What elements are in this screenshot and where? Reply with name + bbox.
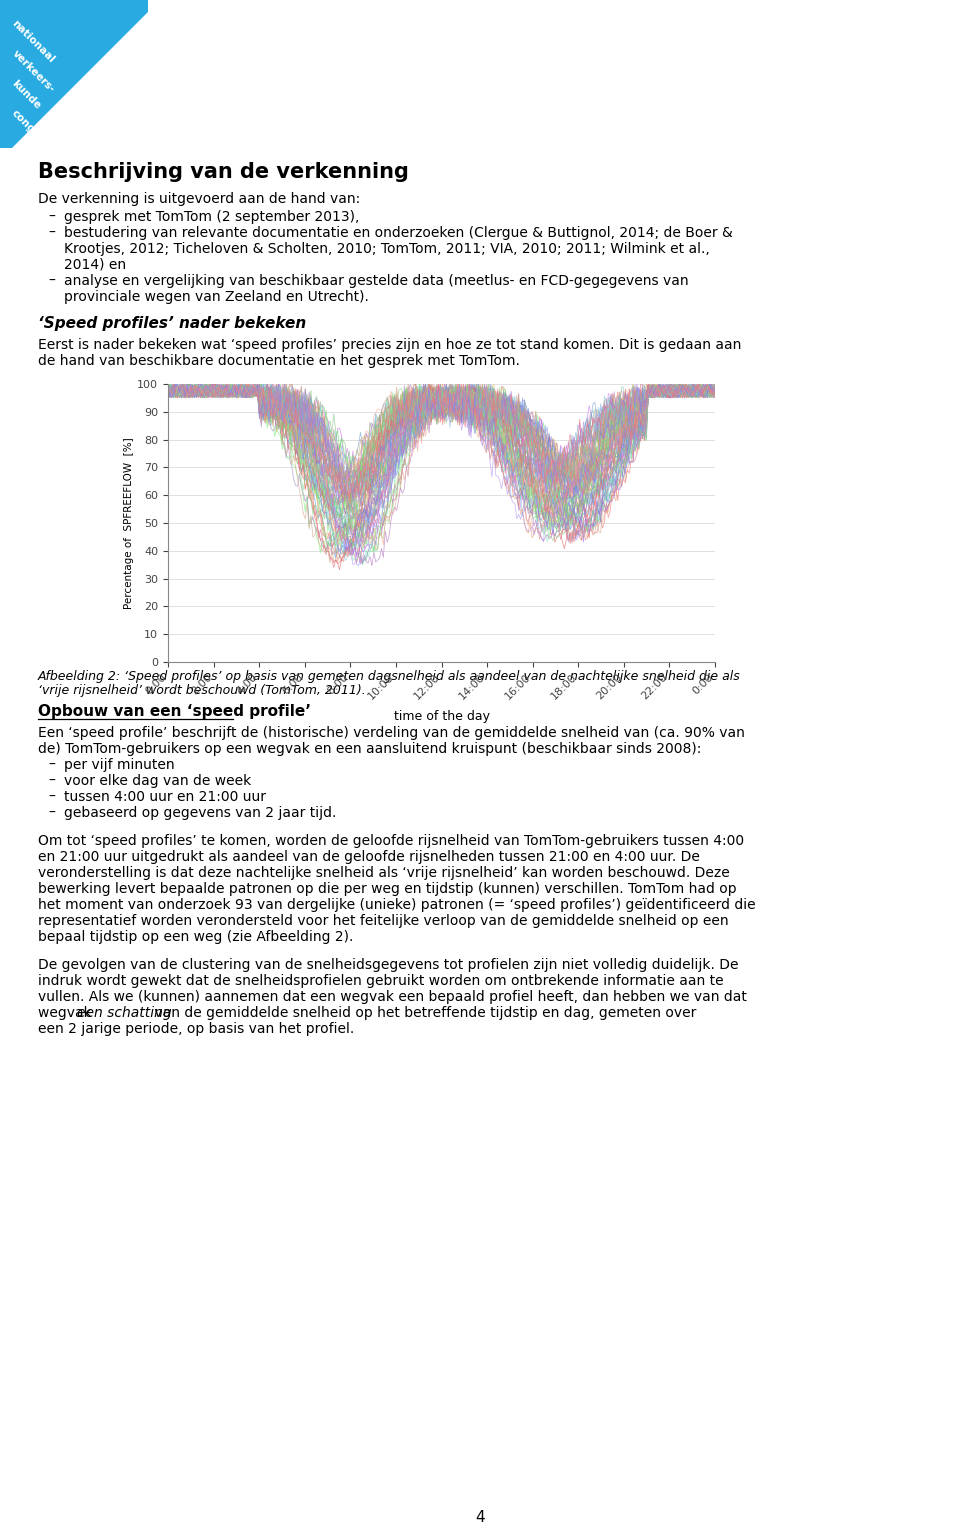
Text: vullen. Als we (kunnen) aannemen dat een wegvak een bepaald profiel heeft, dan h: vullen. Als we (kunnen) aannemen dat een…	[38, 991, 747, 1005]
Text: gesprek met TomTom (2 september 2013),: gesprek met TomTom (2 september 2013),	[64, 210, 359, 224]
Text: Om tot ‘speed profiles’ te komen, worden de geloofde rijsnelheid van TomTom-gebr: Om tot ‘speed profiles’ te komen, worden…	[38, 834, 744, 848]
Y-axis label: Percentage of  SPFREEFLOW  [%]: Percentage of SPFREEFLOW [%]	[125, 438, 134, 608]
Text: congres: congres	[10, 108, 50, 147]
Polygon shape	[0, 0, 148, 147]
Text: wegvak: wegvak	[38, 1006, 96, 1020]
Text: bewerking levert bepaalde patronen op die per weg en tijdstip (kunnen) verschill: bewerking levert bepaalde patronen op di…	[38, 882, 736, 895]
Text: een 2 jarige periode, op basis van het profiel.: een 2 jarige periode, op basis van het p…	[38, 1021, 354, 1035]
Text: 4: 4	[475, 1510, 485, 1525]
Text: –: –	[48, 774, 55, 788]
Text: –: –	[48, 210, 55, 224]
Text: representatief worden verondersteld voor het feitelijke verloop van de gemiddeld: representatief worden verondersteld voor…	[38, 914, 729, 928]
Text: provinciale wegen van Zeeland en Utrecht).: provinciale wegen van Zeeland en Utrecht…	[64, 290, 369, 304]
Text: van de gemiddelde snelheid op het betreffende tijdstip en dag, gemeten over: van de gemiddelde snelheid op het betref…	[150, 1006, 696, 1020]
Text: per vijf minuten: per vijf minuten	[64, 757, 175, 773]
Text: Een ‘speed profile’ beschrijft de (historische) verdeling van de gemiddelde snel: Een ‘speed profile’ beschrijft de (histo…	[38, 727, 745, 740]
Text: voor elke dag van de week: voor elke dag van de week	[64, 774, 252, 788]
Text: –: –	[48, 757, 55, 773]
Text: veronderstelling is dat deze nachtelijke snelheid als ‘vrije rijsnelheid’ kan wo: veronderstelling is dat deze nachtelijke…	[38, 866, 730, 880]
Text: Krootjes, 2012; Ticheloven & Scholten, 2010; TomTom, 2011; VIA, 2010; 2011; Wilm: Krootjes, 2012; Ticheloven & Scholten, 2…	[64, 243, 709, 257]
X-axis label: time of the day: time of the day	[394, 710, 490, 722]
Text: verkeers-: verkeers-	[10, 48, 57, 94]
Text: het moment van onderzoek 93 van dergelijke (unieke) patronen (= ‘speed profiles’: het moment van onderzoek 93 van dergelij…	[38, 899, 756, 912]
Text: analyse en vergelijking van beschikbaar gestelde data (meetlus- en FCD-gegegeven: analyse en vergelijking van beschikbaar …	[64, 273, 688, 289]
Text: bestudering van relevante documentatie en onderzoeken (Clergue & Buttignol, 2014: bestudering van relevante documentatie e…	[64, 226, 732, 240]
Text: –: –	[48, 790, 55, 803]
Text: Afbeelding 2: ‘Speed profiles’ op basis van gemeten dagsnelheid als aandeel van : Afbeelding 2: ‘Speed profiles’ op basis …	[38, 670, 741, 684]
Text: Beschrijving van de verkenning: Beschrijving van de verkenning	[38, 161, 409, 181]
Text: De gevolgen van de clustering van de snelheidsgegevens tot profielen zijn niet v: De gevolgen van de clustering van de sne…	[38, 958, 738, 972]
Text: bepaal tijdstip op een weg (zie Afbeelding 2).: bepaal tijdstip op een weg (zie Afbeeldi…	[38, 929, 353, 945]
Text: tussen 4:00 uur en 21:00 uur: tussen 4:00 uur en 21:00 uur	[64, 790, 266, 803]
Text: –: –	[48, 806, 55, 820]
Text: Eerst is nader bekeken wat ‘speed profiles’ precies zijn en hoe ze tot stand kom: Eerst is nader bekeken wat ‘speed profil…	[38, 338, 741, 352]
Text: indruk wordt gewekt dat de snelheidsprofielen gebruikt worden om ontbrekende inf: indruk wordt gewekt dat de snelheidsprof…	[38, 974, 724, 988]
Text: en 21:00 uur uitgedrukt als aandeel van de geloofde rijsnelheden tussen 21:00 en: en 21:00 uur uitgedrukt als aandeel van …	[38, 849, 700, 863]
Text: nationaal: nationaal	[10, 18, 57, 65]
Text: een schatting: een schatting	[77, 1006, 172, 1020]
Text: ‘Speed profiles’ nader bekeken: ‘Speed profiles’ nader bekeken	[38, 316, 306, 330]
Text: 2014) en: 2014) en	[64, 258, 126, 272]
Text: de hand van beschikbare documentatie en het gesprek met TomTom.: de hand van beschikbare documentatie en …	[38, 353, 520, 369]
Text: –: –	[48, 273, 55, 289]
Text: ‘vrije rijsnelheid’ wordt beschouwd (TomTom, 2011).: ‘vrije rijsnelheid’ wordt beschouwd (Tom…	[38, 684, 366, 697]
Text: Opbouw van een ‘speed profile’: Opbouw van een ‘speed profile’	[38, 703, 311, 719]
Text: de) TomTom-gebruikers op een wegvak en een aansluitend kruispunt (beschikbaar si: de) TomTom-gebruikers op een wegvak en e…	[38, 742, 702, 756]
Text: De verkenning is uitgevoerd aan de hand van:: De verkenning is uitgevoerd aan de hand …	[38, 192, 360, 206]
Text: kunde: kunde	[10, 78, 43, 111]
Text: gebaseerd op gegevens van 2 jaar tijd.: gebaseerd op gegevens van 2 jaar tijd.	[64, 806, 336, 820]
Text: –: –	[48, 226, 55, 240]
